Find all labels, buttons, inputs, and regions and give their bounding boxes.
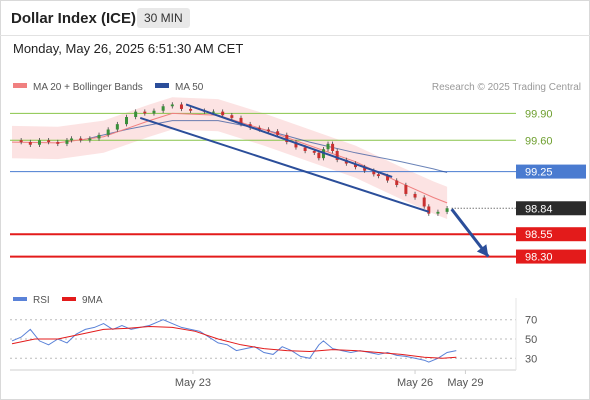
candle-body-22 bbox=[212, 111, 216, 113]
legend-swatch-bollinger bbox=[13, 83, 27, 88]
candle-body-14 bbox=[134, 111, 138, 117]
candle-body-36 bbox=[326, 143, 330, 150]
candle-body-49 bbox=[427, 206, 431, 214]
candle-body-17 bbox=[161, 106, 165, 111]
timeframe-button[interactable]: 30 MIN bbox=[137, 8, 190, 28]
price-legend: MA 20 + Bollinger Bands MA 50 Research ©… bbox=[13, 82, 581, 93]
candle-body-46 bbox=[404, 185, 408, 194]
candle-body-20 bbox=[189, 108, 193, 111]
candle-body-15 bbox=[143, 111, 147, 114]
x-tick-label-1: May 26 bbox=[397, 377, 433, 389]
candle-body-40 bbox=[354, 163, 357, 168]
candle-body-47 bbox=[413, 193, 417, 198]
rsi-ma-line bbox=[11, 325, 457, 359]
trendlines bbox=[139, 103, 490, 258]
candle-body-2 bbox=[28, 142, 32, 145]
candle-body-26 bbox=[248, 124, 252, 128]
candle-body-12 bbox=[115, 124, 119, 130]
level-label-3: 98.84 bbox=[525, 203, 553, 215]
candle-body-48 bbox=[422, 197, 426, 207]
legend-9ma-label: 9MA bbox=[82, 295, 103, 306]
level-label-2: 99.25 bbox=[525, 167, 553, 179]
level-label-0: 99.90 bbox=[525, 108, 553, 120]
candle-body-19 bbox=[179, 104, 183, 109]
bollinger-band bbox=[12, 97, 448, 219]
legend-ma50-label: MA 50 bbox=[175, 82, 204, 93]
candle-body-30 bbox=[285, 134, 289, 143]
level-label-5: 98.30 bbox=[525, 252, 553, 264]
rsi-tick-label-0: 70 bbox=[525, 315, 537, 327]
legend-swatch-9ma bbox=[62, 297, 76, 301]
candle-body-50 bbox=[436, 211, 440, 214]
candle-body-32 bbox=[303, 147, 307, 151]
candle-body-42 bbox=[372, 170, 376, 175]
level-box-3 bbox=[516, 201, 586, 216]
candle-body-9 bbox=[88, 138, 92, 141]
trendline-1 bbox=[139, 116, 430, 213]
candle-body-34 bbox=[317, 152, 321, 159]
price-levels bbox=[10, 112, 516, 258]
candle-body-37 bbox=[331, 143, 335, 151]
level-box-2 bbox=[516, 164, 586, 179]
candle-body-29 bbox=[276, 131, 280, 135]
candle-body-1 bbox=[19, 140, 23, 143]
candle-body-6 bbox=[65, 140, 69, 144]
level-labels: 99.90 99.60 99.25 98.84 98.55 98.30 bbox=[516, 108, 586, 264]
candle-body-23 bbox=[221, 111, 225, 116]
candle-body-44 bbox=[386, 176, 390, 181]
candle-body-4 bbox=[47, 140, 51, 143]
candle-body-43 bbox=[376, 174, 380, 177]
level-label-4: 98.55 bbox=[525, 229, 553, 241]
level-box-5 bbox=[516, 249, 586, 264]
legend-bollinger-label: MA 20 + Bollinger Bands bbox=[33, 82, 143, 93]
candle-body-3 bbox=[37, 140, 41, 145]
legend-swatch-ma50 bbox=[155, 83, 169, 88]
legend-rsi-label: RSI bbox=[33, 295, 50, 306]
time-axis: May 23 May 26 May 29 bbox=[10, 298, 517, 389]
candle-body-28 bbox=[266, 129, 270, 132]
candle-body-18 bbox=[170, 104, 174, 107]
watermark: Research © 2025 Trading Central bbox=[432, 82, 581, 93]
candle-body-45 bbox=[395, 180, 399, 185]
candle-body-7 bbox=[70, 138, 74, 141]
rsi-tick-label-1: 50 bbox=[525, 334, 537, 346]
candle-body-24 bbox=[230, 115, 234, 118]
candle-body-38 bbox=[335, 151, 339, 160]
rsi-panel: 70 50 30 bbox=[10, 315, 537, 365]
level-box-4 bbox=[516, 227, 586, 242]
candle-body-27 bbox=[257, 127, 261, 130]
legend-swatch-rsi bbox=[13, 297, 27, 301]
rsi-tick-label-2: 30 bbox=[525, 353, 537, 365]
candle-body-41 bbox=[363, 167, 367, 171]
candle-body-11 bbox=[106, 129, 110, 135]
candle-body-51 bbox=[445, 208, 449, 212]
page-title: Dollar Index (ICE) bbox=[11, 10, 137, 27]
candle-body-31 bbox=[294, 142, 298, 148]
projection-arrow-head bbox=[476, 244, 489, 257]
trendline-0 bbox=[185, 103, 393, 178]
candle-body-5 bbox=[56, 142, 60, 144]
candle-body-16 bbox=[152, 110, 156, 114]
candle-body-33 bbox=[312, 151, 316, 153]
header-divider bbox=[0, 35, 590, 36]
rsi-line bbox=[11, 319, 457, 363]
datetime-label: Monday, May 26, 2025 6:51:30 AM CET bbox=[13, 41, 244, 56]
x-tick-label-0: May 23 bbox=[175, 377, 211, 389]
level-label-1: 99.60 bbox=[525, 135, 553, 147]
bollinger-band-area bbox=[12, 97, 448, 219]
rsi-legend: RSI 9MA bbox=[13, 295, 103, 306]
candle-body-13 bbox=[125, 117, 128, 125]
candle-body-8 bbox=[79, 138, 83, 141]
candles bbox=[19, 102, 449, 216]
candle-body-25 bbox=[239, 117, 243, 125]
candle-body-10 bbox=[97, 134, 101, 139]
x-tick-label-2: May 29 bbox=[447, 377, 483, 389]
